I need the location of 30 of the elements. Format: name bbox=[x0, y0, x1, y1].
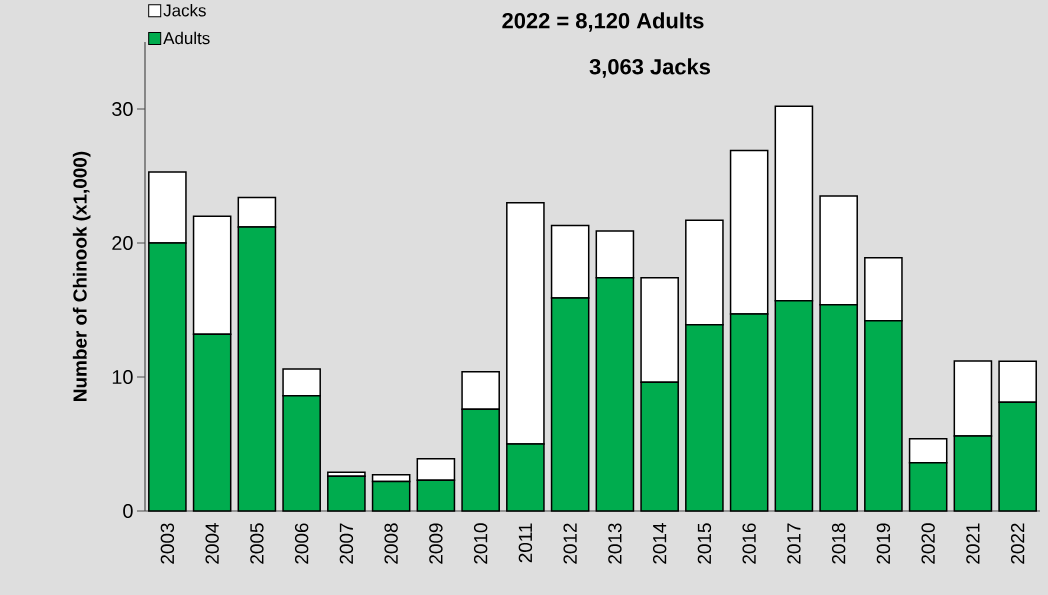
y-axis-title: Number of Chinook (x1,000) bbox=[72, 151, 91, 401]
x-tick-label: 2020 bbox=[921, 523, 935, 564]
x-tick-label: 2018 bbox=[831, 523, 846, 564]
x-tick-label: 2014 bbox=[652, 523, 667, 564]
x-tick-label: 2012 bbox=[563, 523, 577, 564]
x-tick-label: 2016 bbox=[742, 523, 756, 564]
annotation: 3,063 Jacks bbox=[589, 58, 711, 78]
x-tick-label: 2006 bbox=[294, 523, 309, 564]
text: 2022 = 8,120 Adults bbox=[502, 12, 704, 32]
legend-label: Adults bbox=[163, 31, 210, 45]
x-tick-label: 2017 bbox=[787, 523, 801, 564]
x-tick-label: 2011 bbox=[518, 523, 533, 563]
x-tick-label: 2005 bbox=[250, 523, 264, 564]
x-tick-label: 2003 bbox=[160, 523, 175, 564]
y-tick-label: 0 bbox=[123, 503, 133, 519]
y-tick-label: 30 bbox=[112, 101, 133, 117]
x-tick-label: 2019 bbox=[876, 523, 891, 564]
x-tick-label: 2015 bbox=[697, 523, 712, 564]
x-tick-label: 2007 bbox=[339, 523, 354, 564]
x-tick-label: 2013 bbox=[608, 523, 622, 564]
x-tick-label: 2008 bbox=[384, 523, 398, 564]
x-tick-label: 2021 bbox=[966, 523, 980, 564]
y-tick-label: 20 bbox=[112, 235, 133, 251]
x-tick-label: 2004 bbox=[205, 523, 219, 564]
x-tick-label: 2010 bbox=[473, 523, 488, 564]
x-tick-label: 2009 bbox=[429, 523, 443, 564]
bar bbox=[327, 475, 366, 512]
y-tick-label: 10 bbox=[112, 369, 133, 385]
x-tick-label: 2022 bbox=[1010, 523, 1025, 564]
legend-label: Jacks bbox=[163, 3, 206, 17]
